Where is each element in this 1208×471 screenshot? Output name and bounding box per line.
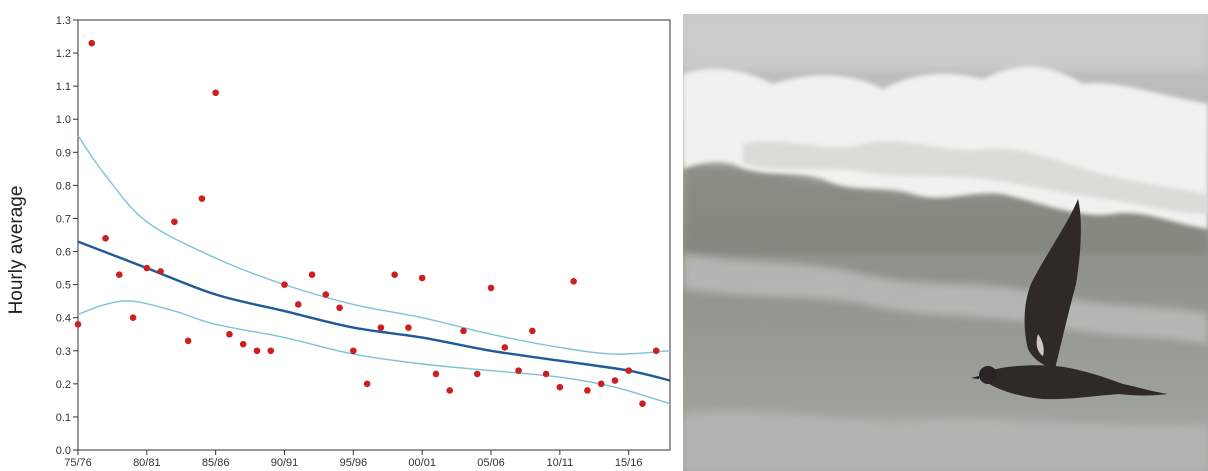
y-tick-label: 0.2	[56, 379, 71, 391]
x-tick-label: 05/06	[477, 457, 505, 469]
data-point	[322, 291, 330, 298]
axes-layer: 0.0 0.1 0.2 0.3 0.4 0.5 0.6 0.7 0.8 0.9 1.0 1.1 1.2 1…	[56, 15, 671, 469]
data-point	[652, 347, 660, 355]
data-point	[184, 337, 192, 345]
data-point	[460, 327, 467, 335]
bird-body	[981, 365, 1168, 400]
data-point	[639, 400, 646, 407]
data-point	[350, 347, 357, 355]
data-point	[129, 314, 137, 321]
y-tick-label: 0.0	[56, 445, 71, 457]
y-tick-label: 0.8	[56, 180, 71, 192]
y-tick-label: 0.7	[56, 213, 71, 225]
x-tick-label: 10/11	[547, 457, 574, 469]
y-tick-label: 1.0	[56, 114, 71, 126]
sky-band	[683, 14, 1208, 69]
y-axis-label: Hourly average	[2, 160, 32, 340]
data-point	[336, 304, 343, 312]
chart-panel: 0.0 0.1 0.2 0.3 0.4 0.5 0.6 0.7 0.8 0.9 1.0 1.1 1.2 1…	[2, 15, 671, 469]
y-tick-label: 1.3	[56, 15, 71, 27]
data-point	[584, 387, 591, 394]
y-tick-label: 0.3	[56, 346, 71, 358]
x-tick-label: 95/96	[340, 457, 368, 469]
data-point	[171, 218, 178, 226]
data-point	[198, 195, 206, 202]
y-tick-label: 1.2	[56, 48, 71, 60]
data-point	[281, 281, 288, 288]
data-point	[529, 327, 536, 335]
data-point	[611, 377, 619, 384]
data-point	[597, 380, 605, 388]
data-point	[116, 271, 123, 278]
foreground-foam	[683, 254, 1208, 344]
x-tick-label: 15/16	[615, 457, 643, 469]
trend-line	[77, 240, 671, 382]
data-point	[74, 321, 82, 328]
lower-band-line	[77, 300, 671, 405]
data-point	[487, 284, 495, 292]
data-point	[253, 347, 261, 355]
scatter-chart: 0.0 0.1 0.2 0.3 0.4 0.5 0.6 0.7 0.8 0.9 1.0 1.1 1.2 1…	[56, 15, 671, 469]
bird-head	[979, 366, 997, 384]
x-tick-label: 90/91	[271, 457, 299, 469]
y-axis-label-text: Hourly average	[6, 185, 27, 315]
y-tick-label: 0.6	[56, 247, 71, 259]
data-point	[88, 39, 96, 47]
data-point	[267, 347, 275, 355]
skua-over-waves-photo	[683, 14, 1208, 471]
bird-raised-wing	[1024, 199, 1081, 369]
data-point	[556, 383, 564, 391]
y-tick-label: 0.1	[56, 412, 71, 424]
data-point	[542, 370, 550, 378]
points-layer	[74, 39, 660, 407]
lines-layer	[77, 135, 671, 405]
data-point	[473, 370, 481, 378]
data-point	[102, 235, 109, 242]
x-tick-label: 80/81	[133, 457, 161, 469]
y-tick-label: 0.4	[56, 313, 71, 325]
data-point	[446, 387, 454, 394]
wave-foam-shadow	[743, 141, 1208, 214]
data-point	[570, 278, 577, 285]
upper-band-line	[77, 135, 671, 355]
data-point	[212, 89, 219, 97]
data-point	[308, 271, 316, 278]
data-point	[418, 274, 426, 282]
bird-wing-pale-patch	[1036, 334, 1044, 356]
data-point	[391, 271, 398, 278]
data-point	[501, 344, 509, 351]
bird-beak	[971, 376, 979, 379]
data-point	[226, 330, 233, 338]
data-point	[363, 380, 371, 388]
data-point	[239, 340, 247, 348]
data-point	[625, 367, 632, 374]
y-tick-label: 1.1	[56, 81, 71, 93]
x-tick-label: 85/86	[202, 457, 230, 469]
data-point	[143, 264, 151, 272]
x-tick-label: 75/76	[64, 457, 92, 469]
x-tick-label: 00/01	[408, 457, 436, 469]
data-point	[294, 301, 302, 308]
photo-image	[683, 14, 1208, 471]
data-point	[157, 268, 164, 275]
data-point	[432, 370, 440, 378]
lower-foam	[683, 411, 1208, 471]
data-point	[405, 324, 412, 331]
data-point	[515, 367, 522, 374]
bird	[971, 199, 1168, 400]
data-point	[377, 324, 385, 331]
y-tick-label: 0.9	[56, 147, 71, 159]
y-tick-label: 0.5	[56, 280, 71, 292]
